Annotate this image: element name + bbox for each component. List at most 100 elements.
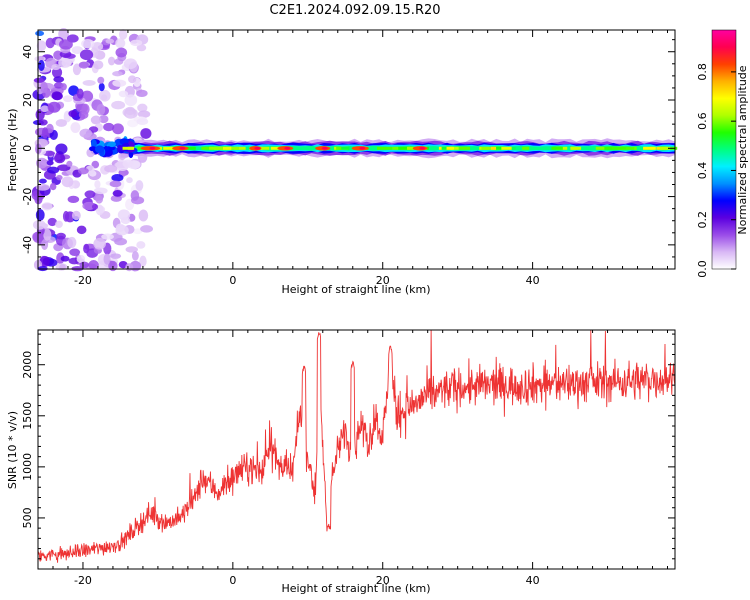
spectrogram-ridge-streak: [611, 146, 626, 150]
spectrogram-ridge-streak: [122, 146, 135, 150]
snr-x-tick-label: 0: [229, 574, 236, 587]
snr-x-tick-label: 20: [376, 574, 390, 587]
spectrogram-cluster-blob: [107, 141, 116, 148]
spectrogram-cluster-blob: [90, 139, 97, 149]
spectrogram-noise-blob: [108, 56, 116, 66]
spectrogram-noise-blob: [95, 194, 104, 204]
spectrogram-ridge-streak: [458, 146, 471, 150]
spectrogram-noise-blob: [135, 180, 144, 191]
spectrogram-ridge-streak: [643, 146, 656, 150]
spectrogram-hot-core: [284, 146, 291, 150]
spectrogram-noise-blob: [47, 166, 60, 174]
spectrogram-noise-blob: [51, 63, 61, 71]
spectrogram-hot-core: [419, 146, 426, 150]
spectrogram-noise-blob: [124, 106, 136, 116]
colorbar-tick-label: 0.8: [696, 63, 709, 81]
spectrogram-y-tick-label: 20: [21, 93, 34, 107]
spectrogram-noise-blob: [124, 94, 138, 107]
spectrogram-noise-blob: [55, 119, 67, 127]
spectrogram-noise-blob: [56, 252, 65, 264]
spectrogram-hot-core: [149, 146, 156, 150]
spectrogram-noise-blob: [115, 225, 129, 236]
spectrogram-noise-blob: [112, 79, 127, 87]
spectrogram-noise-blob: [139, 255, 147, 267]
spectrogram-ridge-streak: [659, 146, 671, 150]
spectrogram-ridge-streak: [595, 146, 605, 150]
spectrogram-noise-blob: [110, 253, 122, 259]
spectrogram-noise-blob: [140, 225, 154, 233]
snr-y-tick-label: 2000: [21, 351, 34, 379]
snr-y-tick-label: 500: [21, 507, 34, 528]
snr-y-tick-label: 1000: [21, 453, 34, 481]
spectrogram-ridge-streak: [632, 146, 637, 150]
spectrogram-noise-blob: [76, 225, 87, 235]
spectrogram-noise-blob: [56, 174, 63, 181]
spectrogram-noise-blob: [59, 39, 73, 50]
spectrogram-noise-blob: [99, 115, 109, 124]
spectrogram-ridge-streak: [481, 146, 494, 150]
spectrogram-noise-blob: [120, 216, 131, 225]
spectrogram-ridge-streak: [599, 146, 613, 150]
spectrogram-noise-blob: [109, 180, 122, 188]
spectrogram-noise-blob: [96, 104, 106, 116]
spectrogram-noise-blob: [130, 190, 140, 201]
spectrogram-noise-blob: [91, 160, 100, 169]
spectrogram-noise-blob: [46, 160, 54, 166]
spectrogram-noise-blob: [130, 39, 143, 47]
spectrogram-noise-blob: [140, 128, 152, 139]
spectrogram-x-tick-label: -20: [74, 274, 92, 287]
spectrogram-ridge-streak: [234, 146, 246, 150]
spectrogram-hot-core: [254, 146, 261, 150]
snr-y-label: SNR (10 * v/v): [6, 411, 19, 489]
spectrogram-hot-core: [321, 146, 328, 150]
spectrogram-noise-blob: [125, 263, 134, 272]
spectrogram-noise-blob: [40, 81, 48, 93]
spectrogram-noise-blob: [79, 49, 94, 61]
spectrogram-noise-blob: [37, 55, 44, 62]
spectrogram-noise-blob: [127, 119, 139, 128]
spectrogram-noise-blob: [98, 82, 105, 92]
spectrogram-noise-blob: [76, 88, 84, 99]
spectrogram-noise-blob: [55, 220, 63, 229]
spectrogram-noise-blob: [78, 61, 90, 69]
snr-y-tick-label: 1500: [21, 402, 34, 430]
spectrogram-noise-blob: [79, 128, 93, 138]
colorbar-tick-label: 0.6: [696, 112, 709, 130]
spectrogram-noise-blob: [115, 47, 128, 58]
spectrogram-noise-blob: [136, 241, 146, 249]
spectrogram-noise-blob: [93, 237, 106, 250]
spectrogram-ridge-streak: [201, 146, 215, 150]
spectrogram-noise-blob: [101, 233, 114, 240]
spectrogram-noise-blob: [103, 122, 115, 132]
spectrogram-noise-blob: [138, 209, 149, 222]
spectrogram-cluster-blob: [89, 146, 97, 152]
spectrogram-noise-blob: [81, 103, 90, 115]
spectrogram-noise-blob: [67, 195, 80, 204]
spectrogram-noise-blob: [38, 59, 45, 72]
spectrogram-noise-blob: [112, 123, 124, 135]
spectrogram-ridge-streak: [490, 146, 496, 150]
spectrogram-noise-blob: [115, 38, 126, 49]
spectrogram-noise-blob: [133, 228, 143, 235]
spectrogram-x-tick-label: 40: [526, 274, 540, 287]
spectrogram-ridge-streak: [222, 146, 231, 150]
spectrogram-noise-blob: [82, 80, 96, 86]
spectrogram-noise-blob: [99, 89, 111, 102]
spectrogram-noise-blob: [90, 115, 102, 125]
spectrogram-ridge-streak: [338, 146, 350, 150]
spectrogram-noise-blob: [70, 122, 81, 134]
spectrogram-ridge-streak: [522, 146, 530, 150]
spectrogram-noise-blob: [55, 263, 68, 271]
spectrogram-noise-blob: [49, 182, 57, 191]
spectrogram-ridge-streak: [398, 146, 408, 150]
snr-series-line: [38, 330, 675, 563]
spectrogram-noise-blob: [43, 228, 52, 241]
spectrogram-hot-core: [179, 146, 186, 150]
spectrogram-panel: -20 0 20 40 -40 -20 0 20 40 Height of straight l…: [6, 28, 678, 296]
spectrogram-y-label: Frequency (Hz): [6, 109, 19, 192]
spectrogram-noise-blob: [112, 190, 123, 197]
spectrogram-noise-blob: [118, 90, 129, 98]
spectrogram-noise-blob: [58, 57, 72, 68]
spectrogram-y-tick-label: 0: [21, 145, 34, 152]
spectrogram-y-tick-label: 40: [21, 45, 34, 59]
